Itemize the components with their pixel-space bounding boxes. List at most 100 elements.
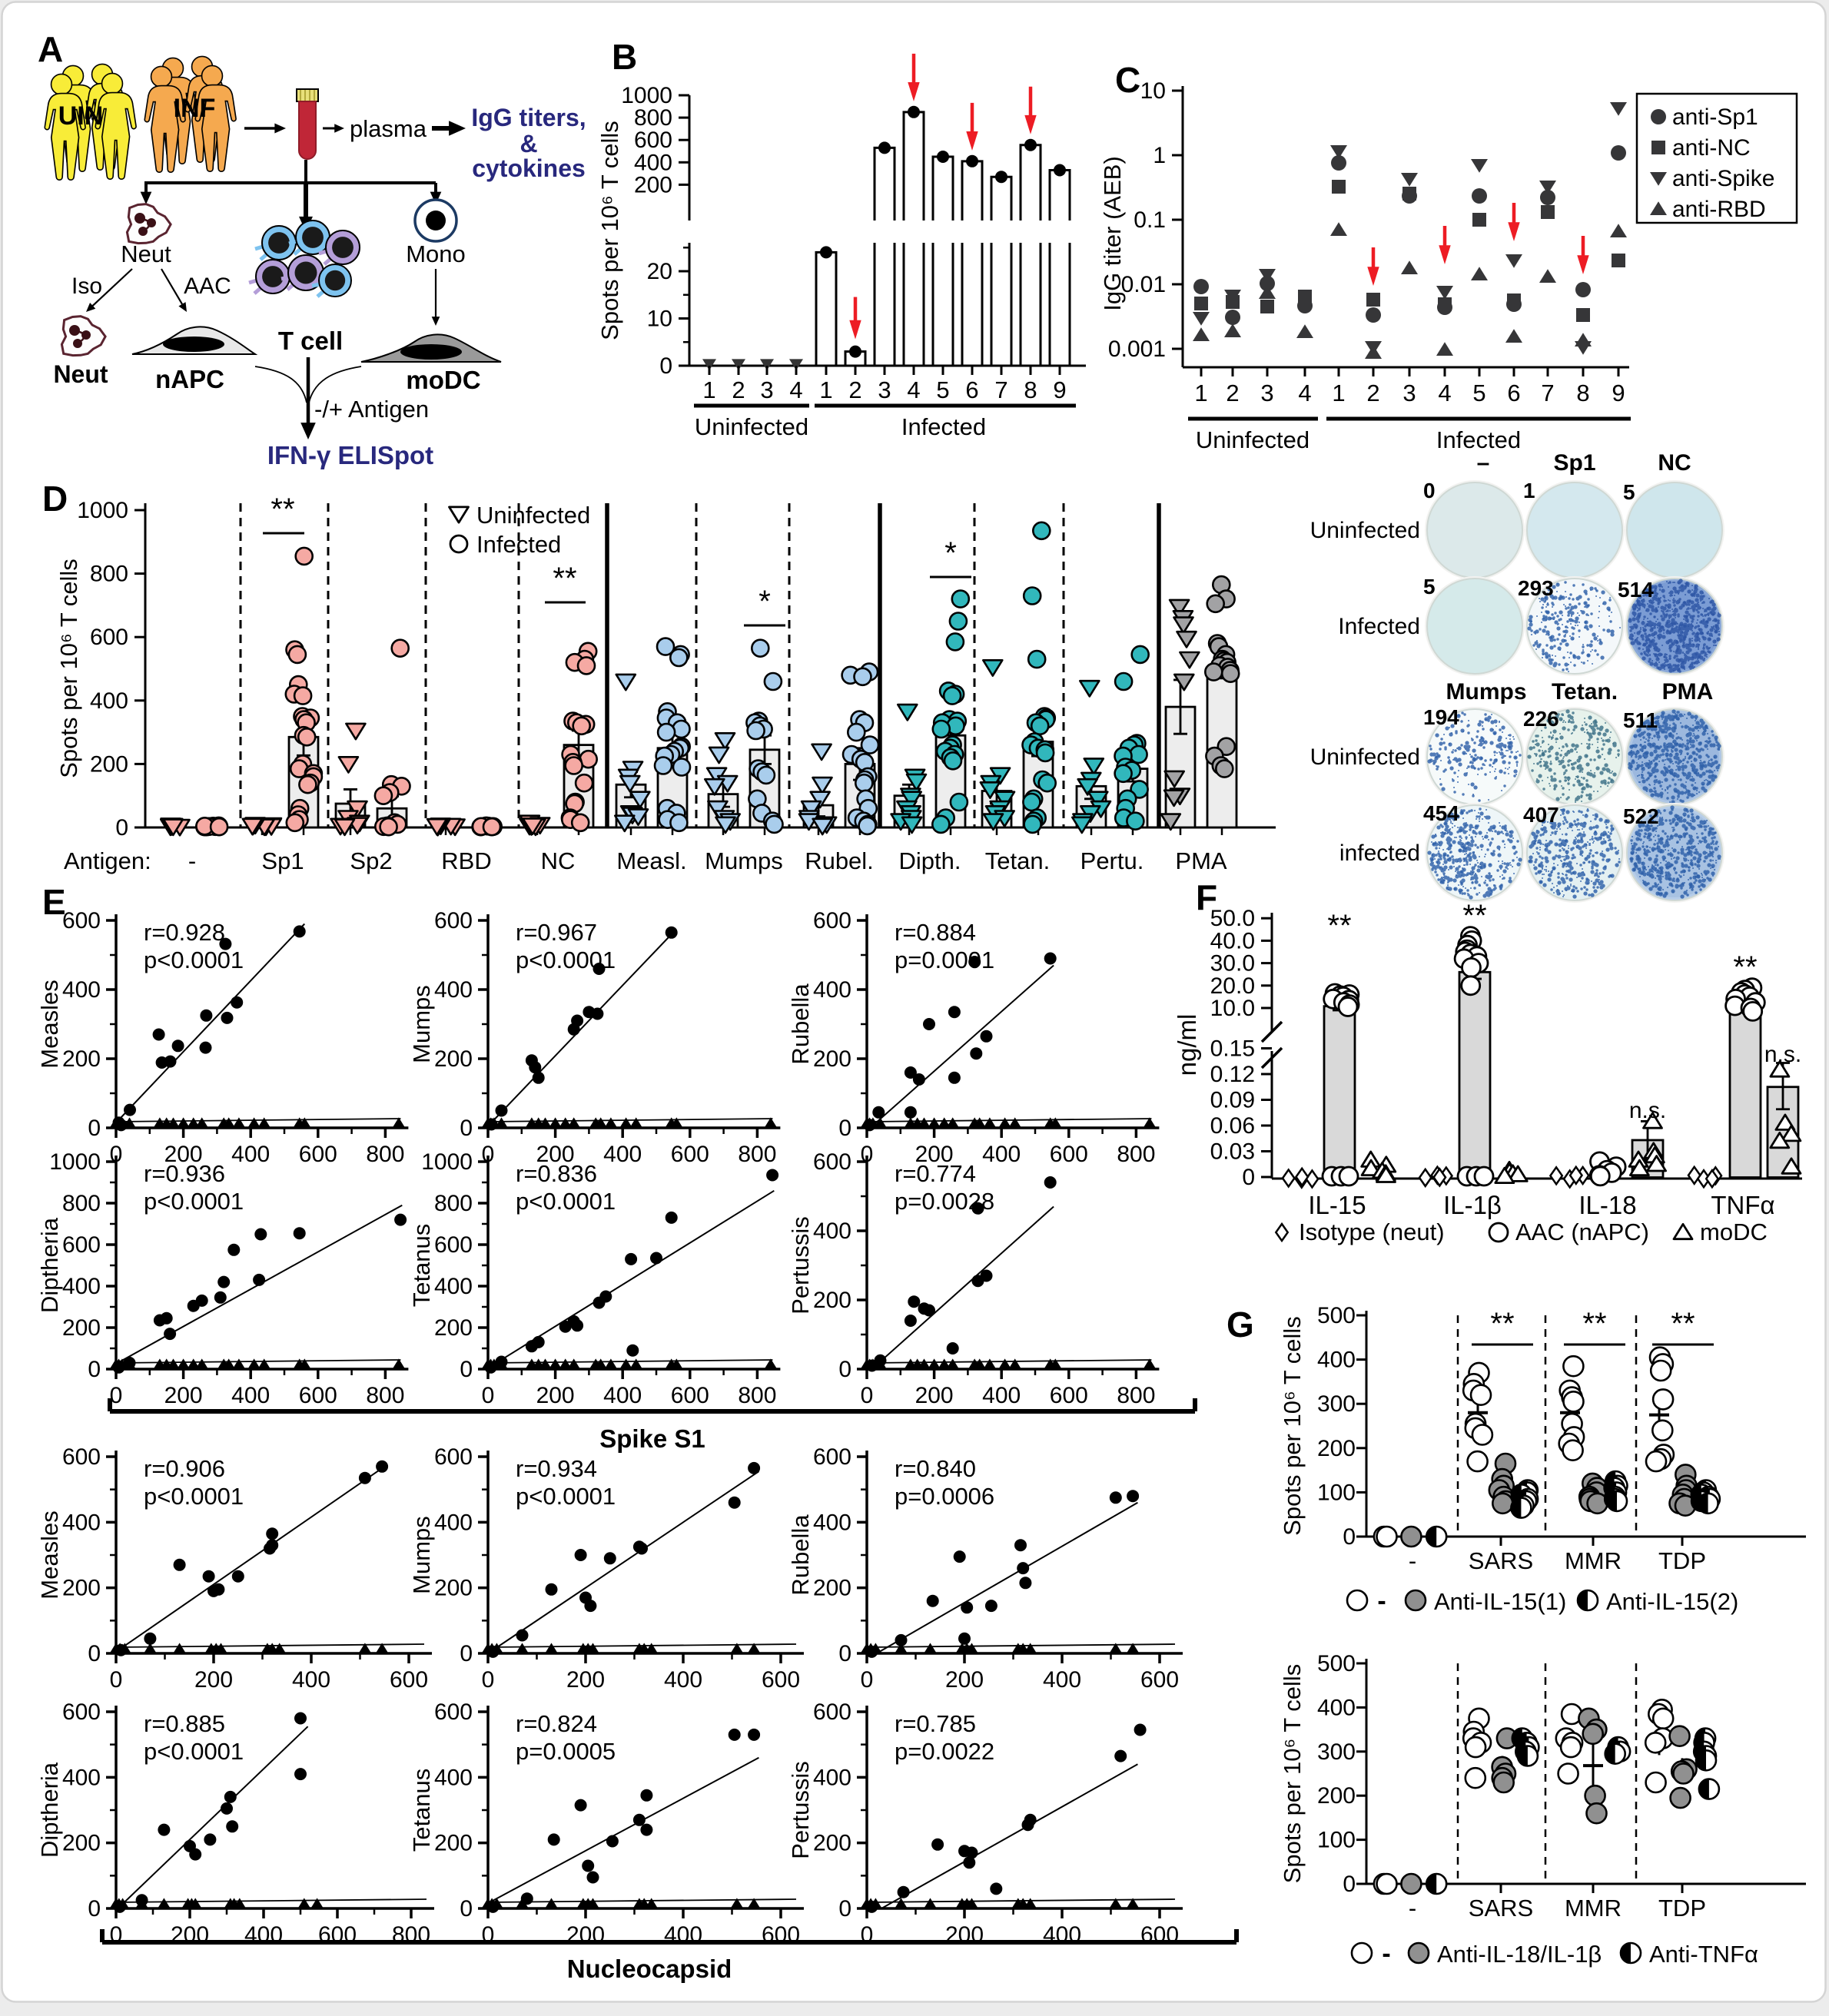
svg-text:p<0.0001: p<0.0001 (144, 1188, 244, 1215)
svg-text:511: 511 (1623, 708, 1658, 732)
svg-text:1: 1 (1523, 479, 1535, 502)
svg-text:1: 1 (1332, 380, 1345, 406)
svg-text:Spots per 10⁶ T cells: Spots per 10⁶ T cells (596, 121, 623, 340)
svg-text:Mumps: Mumps (408, 1516, 435, 1594)
svg-text:T cell: T cell (278, 327, 343, 355)
svg-text:Sp1: Sp1 (261, 847, 304, 874)
svg-text:r=0.967: r=0.967 (516, 919, 597, 946)
svg-text:400: 400 (982, 1383, 1021, 1408)
svg-text:200: 200 (813, 1288, 851, 1313)
svg-text:Sp2: Sp2 (350, 847, 392, 874)
svg-text:800: 800 (1117, 1142, 1155, 1167)
svg-text:194: 194 (1423, 705, 1459, 729)
svg-text:Diptheria: Diptheria (36, 1217, 63, 1313)
svg-text:0.1: 0.1 (1134, 207, 1166, 233)
svg-text:F: F (1196, 877, 1217, 917)
svg-text:Mono: Mono (406, 240, 466, 267)
svg-text:100: 100 (1317, 1480, 1356, 1505)
svg-text:Pertussis: Pertussis (787, 1761, 814, 1858)
svg-text:Iso: Iso (71, 274, 102, 299)
svg-text:400: 400 (62, 1274, 101, 1299)
svg-text:Uninfected: Uninfected (476, 502, 590, 529)
svg-text:0: 0 (1343, 1524, 1356, 1550)
svg-text:600: 600 (62, 908, 101, 933)
svg-text:800: 800 (366, 1383, 404, 1408)
svg-text:20: 20 (647, 259, 672, 284)
svg-text:anti-Spike: anti-Spike (1672, 166, 1774, 191)
svg-text:293: 293 (1518, 576, 1554, 600)
svg-text:800: 800 (634, 105, 672, 131)
svg-text:4: 4 (1438, 380, 1451, 406)
svg-text:cytokines: cytokines (472, 154, 586, 182)
svg-text:IgG titers,: IgG titers, (471, 104, 586, 131)
svg-text:r=0.934: r=0.934 (516, 1455, 597, 1482)
svg-text:0: 0 (460, 1357, 473, 1382)
svg-text:Tetanus: Tetanus (408, 1224, 435, 1308)
svg-text:400: 400 (231, 1383, 270, 1408)
svg-text:200: 200 (945, 1667, 984, 1693)
svg-text:1000: 1000 (621, 83, 672, 108)
svg-text:0: 0 (482, 1667, 495, 1693)
svg-text:Tetanus: Tetanus (408, 1769, 435, 1852)
svg-text:600: 600 (671, 1383, 709, 1408)
svg-text:0: 0 (1343, 1872, 1356, 1897)
svg-text:400: 400 (813, 1510, 851, 1535)
svg-text:200: 200 (634, 172, 672, 197)
svg-text:SARS: SARS (1469, 1895, 1533, 1922)
svg-text:0.03: 0.03 (1210, 1139, 1255, 1165)
svg-text:400: 400 (664, 1667, 702, 1693)
svg-text:0: 0 (460, 1116, 473, 1141)
svg-text:Mumps: Mumps (408, 985, 435, 1063)
svg-text:0.12: 0.12 (1210, 1062, 1255, 1087)
svg-text:r=0.906: r=0.906 (144, 1455, 225, 1482)
svg-text:9: 9 (1612, 380, 1625, 406)
svg-text:800: 800 (366, 1142, 404, 1167)
svg-text:1000: 1000 (49, 1149, 101, 1175)
svg-text:0.09: 0.09 (1210, 1088, 1255, 1113)
svg-text:2: 2 (1226, 380, 1239, 406)
svg-text:n.s.: n.s. (1629, 1098, 1666, 1123)
svg-text:200: 200 (813, 1046, 851, 1072)
svg-text:226: 226 (1523, 707, 1559, 731)
svg-text:0: 0 (1423, 479, 1436, 502)
svg-text:p<0.0001: p<0.0001 (144, 1738, 244, 1765)
svg-text:Uninfected: Uninfected (1310, 744, 1420, 770)
svg-text:200: 200 (434, 1576, 473, 1601)
svg-text:0: 0 (838, 1896, 851, 1922)
svg-text:800: 800 (738, 1142, 776, 1167)
svg-text:MMR: MMR (1565, 1895, 1622, 1922)
svg-text:800: 800 (62, 1191, 101, 1216)
svg-text:UIN: UIN (58, 101, 104, 131)
svg-text:0.15: 0.15 (1210, 1036, 1255, 1062)
svg-text:500: 500 (1317, 1651, 1356, 1676)
svg-text:5: 5 (1472, 380, 1485, 406)
svg-text:400: 400 (434, 977, 473, 1003)
svg-text:300: 300 (1317, 1739, 1356, 1765)
svg-text:600: 600 (813, 908, 851, 933)
svg-text:Tetan.: Tetan. (1552, 679, 1618, 705)
svg-text:Spike S1: Spike S1 (599, 1424, 705, 1453)
svg-text:10: 10 (647, 307, 672, 332)
svg-text:0: 0 (110, 1667, 123, 1693)
svg-text:10.0: 10.0 (1210, 996, 1255, 1021)
svg-text:400: 400 (434, 1274, 473, 1299)
svg-text:Anti-IL-15(1): Anti-IL-15(1) (1434, 1588, 1566, 1615)
svg-text:522: 522 (1623, 804, 1659, 828)
svg-text:200: 200 (566, 1667, 605, 1693)
svg-text:800: 800 (90, 562, 128, 587)
svg-text:Spots per 10⁶ T cells: Spots per 10⁶ T cells (1279, 1664, 1306, 1884)
svg-text:200: 200 (915, 1142, 954, 1167)
svg-text:**: ** (553, 562, 576, 595)
svg-text:200: 200 (434, 1831, 473, 1856)
svg-text:r=0.884: r=0.884 (895, 919, 976, 946)
svg-text:Infected: Infected (1338, 614, 1420, 639)
svg-text:200: 200 (536, 1142, 575, 1167)
svg-text:6: 6 (1507, 380, 1520, 406)
svg-text:1: 1 (702, 376, 715, 403)
svg-text:600: 600 (1050, 1383, 1088, 1408)
svg-text:600: 600 (62, 1699, 101, 1725)
svg-text:0: 0 (1242, 1165, 1255, 1190)
svg-text:p=0.0006: p=0.0006 (895, 1483, 994, 1510)
svg-text:3: 3 (878, 376, 891, 403)
svg-text:200: 200 (164, 1383, 203, 1408)
